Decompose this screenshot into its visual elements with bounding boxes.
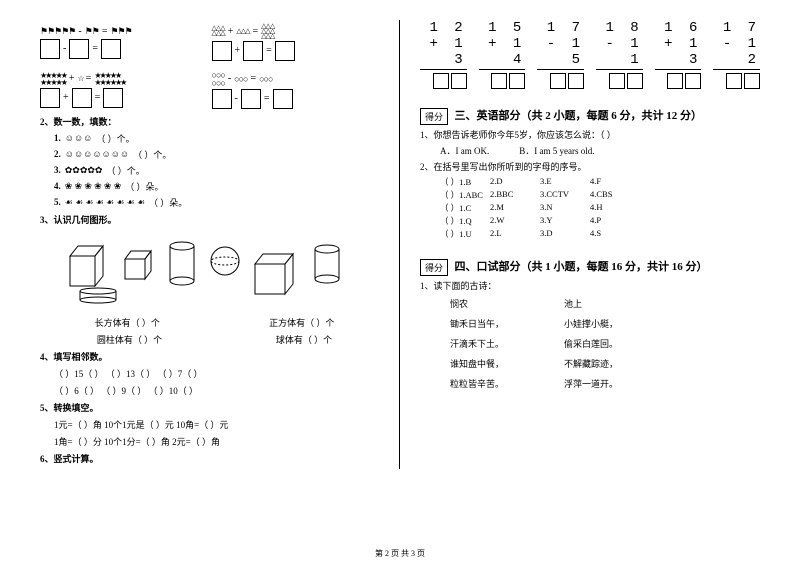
- answer-box: [40, 88, 60, 108]
- answer-box: [212, 41, 232, 61]
- answer-box: [609, 73, 625, 89]
- answer-box: [491, 73, 507, 89]
- q5-line1: 1元=（ ）角 10个1元是（ ）元 10角=（ ）元: [40, 418, 389, 431]
- q5-title: 5、转换填空。: [40, 401, 389, 414]
- arith-3: 1 7 - 1 5: [537, 20, 584, 89]
- arith-1: 1 2 + 1 3: [420, 20, 467, 89]
- shapes-diagram: [40, 232, 389, 310]
- score-box: 得分: [420, 259, 448, 276]
- section-3-header: 得分 三、英语部分（共 2 小题，每题 6 分，共计 12 分）: [420, 107, 760, 125]
- answer-box: [103, 88, 123, 108]
- poem-left: 悯农 锄禾日当午， 汗滴禾下土。 谁知盘中餐， 粒粒皆辛苦。: [450, 295, 504, 394]
- right-column: 1 2 + 1 3 1 5 + 1 4 1 7 - 1 5 1 8 - 1 1 …: [400, 20, 770, 469]
- answer-box: [101, 39, 121, 59]
- letter-row-5: （ ）1.U2.L3.D4.S: [420, 228, 760, 240]
- answer-box: [40, 39, 60, 59]
- answer-box: [744, 73, 760, 89]
- letter-row-1: （ ）1.B2.D3.E4.F: [420, 176, 760, 188]
- flags-g2: ⚑⚑: [85, 26, 99, 37]
- q2-title: 2、数一数，填数：: [40, 115, 389, 128]
- answer-box: [509, 73, 525, 89]
- answer-box: [568, 73, 584, 89]
- poems: 悯农 锄禾日当午， 汗滴禾下土。 谁知盘中餐， 粒粒皆辛苦。 池上 小娃撑小艇，…: [420, 295, 760, 394]
- flags-g1: ⚑⚑⚑⚑⚑: [40, 26, 75, 37]
- answer-box: [72, 88, 92, 108]
- answer-box: [273, 89, 293, 109]
- page: ⚑⚑⚑⚑⚑ - ⚑⚑ = ⚑⚑⚑ - = △△△: [0, 0, 800, 479]
- answer-box: [275, 41, 295, 61]
- page-footer: 第 2 页 共 3 页: [0, 548, 800, 559]
- poem-right: 池上 小娃撑小艇， 偷采白莲回。 不解藏踪迹， 浮萍一道开。: [564, 295, 618, 394]
- pictograph-row-1: ⚑⚑⚑⚑⚑ - ⚑⚑ = ⚑⚑⚑ - = △△△: [40, 22, 389, 63]
- answer-box: [241, 89, 261, 109]
- section-3-title: 三、英语部分（共 2 小题，每题 6 分，共计 12 分）: [455, 110, 703, 122]
- answer-box: [627, 73, 643, 89]
- q2-list: 1.☺☺☺（ ）个。 2.☺☺☺☺☺☺☺（ ）个。 3.✿✿✿✿✿（ ）个。 4…: [40, 132, 389, 209]
- flags-g3: ⚑⚑⚑: [110, 26, 131, 37]
- letter-row-3: （ ）1.C2.M3.N4.H: [420, 202, 760, 214]
- s3-q2: 2、在括号里写出你所听到的字母的序号。: [420, 160, 760, 173]
- s3-q1: 1、你想告诉老师你今年5岁，你应该怎么说：（ ）: [420, 128, 760, 141]
- q3-title: 3、认识几何图形。: [40, 213, 389, 226]
- score-box: 得分: [420, 108, 448, 125]
- letter-row-4: （ ）1.Q2.W3.Y4.P: [420, 215, 760, 227]
- answer-box: [69, 39, 89, 59]
- arith-2: 1 5 + 1 4: [479, 20, 526, 89]
- answer-box: [667, 73, 683, 89]
- arith-6: 1 7 - 1 2: [713, 20, 760, 89]
- section-4-title: 四、口试部分（共 1 小题，每题 16 分，共计 16 分）: [455, 261, 708, 273]
- q4-line2: （ ）6（ ） （ ）9（ ） （ ）10（ ）: [40, 384, 389, 397]
- arithmetic-row: 1 2 + 1 3 1 5 + 1 4 1 7 - 1 5 1 8 - 1 1 …: [420, 20, 760, 89]
- arith-5: 1 6 + 1 3: [655, 20, 702, 89]
- left-column: ⚑⚑⚑⚑⚑ - ⚑⚑ = ⚑⚑⚑ - = △△△: [30, 20, 400, 469]
- shape-labels-1: 长方体有（ ）个 正方体有（ ）个: [40, 316, 389, 329]
- arith-4: 1 8 - 1 1: [596, 20, 643, 89]
- answer-box: [243, 41, 263, 61]
- answer-box: [726, 73, 742, 89]
- q4-line1: （ ）15（ ） （ ）13（ ） （ ）7（ ）: [40, 367, 389, 380]
- answer-box: [212, 89, 232, 109]
- pictograph-row-2: ★★★★★ ★★★★★ + ☆ = ★★★★★ ★★★★★★ + =: [40, 69, 389, 111]
- q4-title: 4、填写相邻数。: [40, 350, 389, 363]
- answer-box: [433, 73, 449, 89]
- s4-q1: 1、读下面的古诗：: [420, 279, 760, 292]
- answer-box: [685, 73, 701, 89]
- geometry-shapes-svg: [55, 236, 375, 306]
- answer-box: [451, 73, 467, 89]
- section-4-header: 得分 四、口试部分（共 1 小题，每题 16 分，共计 16 分）: [420, 258, 760, 276]
- s3-q1-options: A．I am OK. B．I am 5 years old.: [420, 144, 760, 157]
- q5-line2: 1角=（ ）分 10个1分=（ ）角 2元=（ ）角: [40, 435, 389, 448]
- q6-title: 6、竖式计算。: [40, 452, 389, 465]
- shape-labels-2: 圆柱体有（ ）个 球体有（ ）个: [40, 333, 389, 346]
- letter-row-2: （ ）1.ABC2.BBC3.CCTV4.CBS: [420, 189, 760, 201]
- answer-box: [550, 73, 566, 89]
